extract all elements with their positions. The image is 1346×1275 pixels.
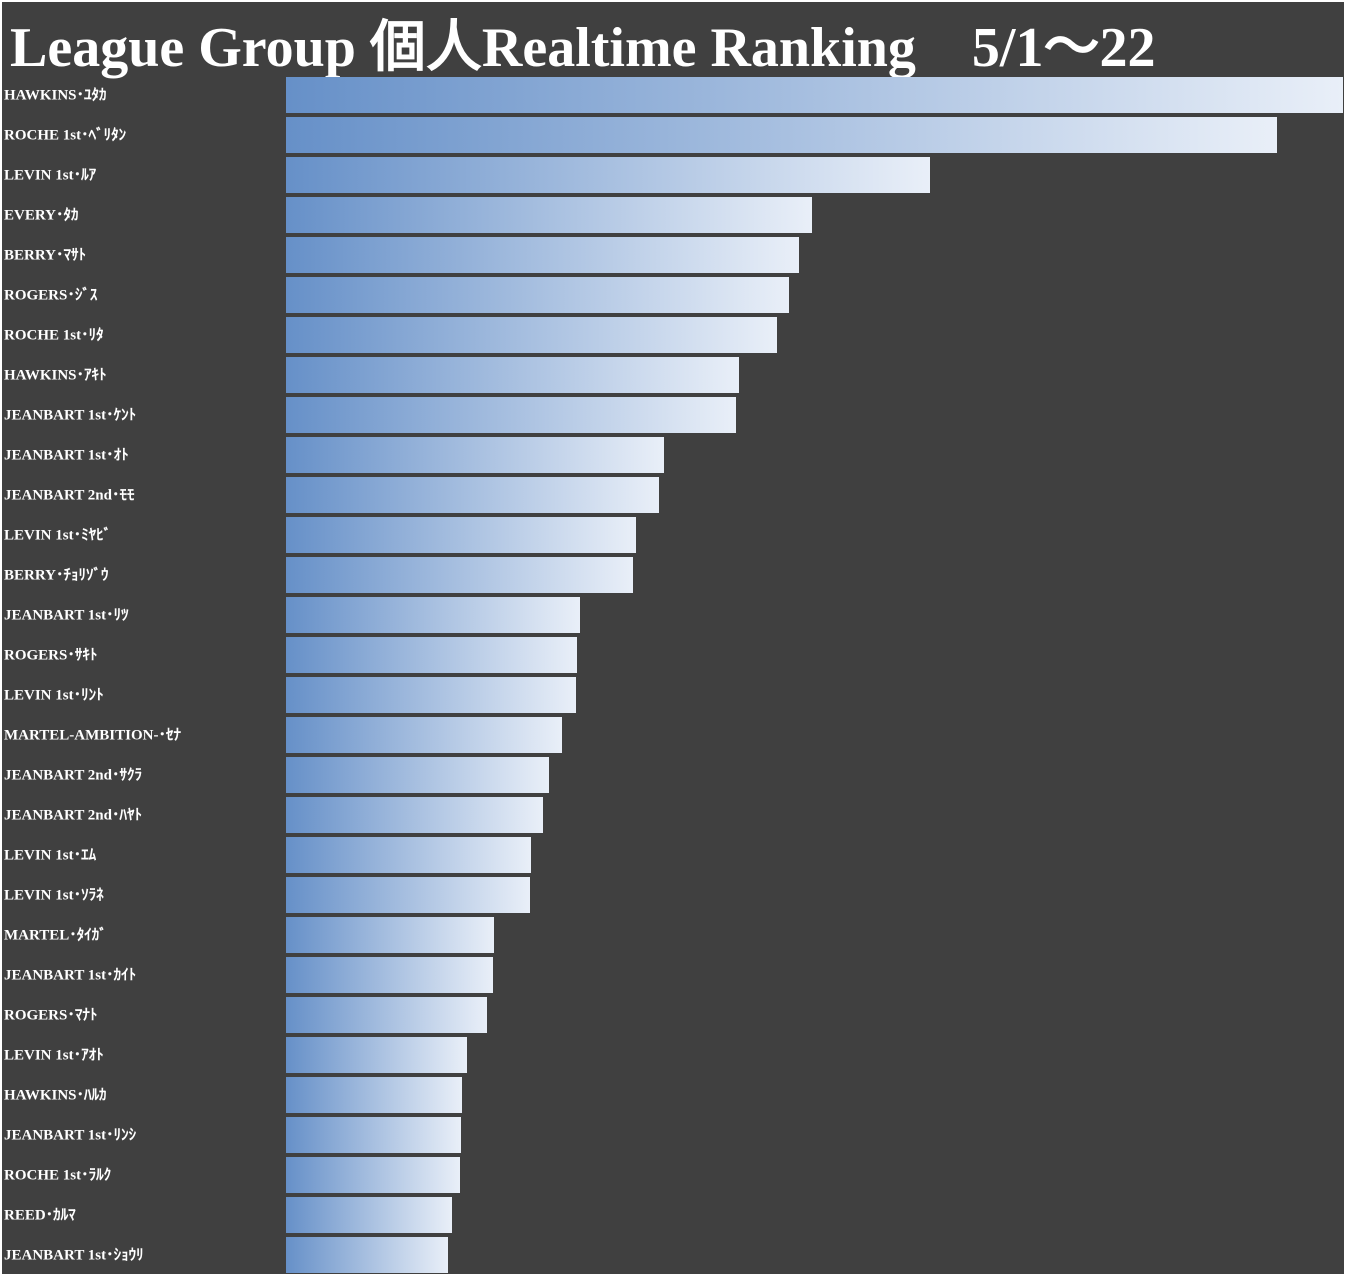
bar [286,557,633,593]
bar [286,117,1277,153]
bar [286,277,789,313]
category-label: MARTEL･ﾀｲｶﾞ [4,925,107,943]
category-label: JEANBART 1st･ｹﾝﾄ [4,406,136,423]
bar [286,1077,462,1113]
chart-title: League Group 個人Realtime Ranking 5/1～22 [10,17,1155,79]
category-label: HAWKINS･ﾕﾀｶ [4,86,107,103]
category-label: HAWKINS･ﾊﾙｶ [4,1086,107,1103]
bar [286,397,736,433]
bar [286,677,576,713]
category-label: ROCHE 1st･ﾗﾙｸ [4,1166,111,1183]
bar [286,1117,461,1153]
bar [286,1237,448,1273]
category-label: BERRY･ﾁｮﾘｿﾞｳ [4,565,109,583]
category-label: LEVIN 1st･ﾘﾝﾄ [4,687,104,703]
category-label: ROCHE 1st･ﾘﾀ [4,326,104,343]
category-label: BERRY･ﾏｻﾄ [4,247,86,263]
bar [286,357,739,393]
bar [286,317,777,353]
category-label: LEVIN 1st･ｴﾑ [4,847,97,863]
category-label: JEANBART 1st･ｶｲﾄ [4,966,136,983]
bar [286,237,799,273]
bar [286,757,549,793]
bar [286,797,543,833]
bar [286,157,930,193]
category-label: JEANBART 1st･ｼｮｳﾘ [4,1246,144,1263]
category-label: LEVIN 1st･ｿﾗﾈ [4,886,104,903]
bar [286,477,659,513]
category-label: ROGERS･ﾏﾅﾄ [4,1007,97,1023]
bar [286,637,577,673]
category-label: HAWKINS･ｱｷﾄ [4,367,107,383]
bar [286,197,812,233]
bar [286,717,562,753]
category-label: LEVIN 1st･ﾙｱ [4,167,97,183]
bar [286,917,494,953]
category-label: EVERY･ﾀｶ [4,206,78,223]
category-label: JEANBART 2nd･ﾓﾓ [4,487,135,503]
category-label: LEVIN 1st･ﾐﾔﾋﾞ [4,525,111,543]
category-label: LEVIN 1st･ｱｵﾄ [4,1046,104,1063]
bar [286,877,530,913]
category-label: ROGERS･ｼﾞｽ [4,285,98,303]
bar [286,1197,452,1233]
category-label: JEANBART 1st･ﾘﾝｼ [4,1127,137,1143]
bar [286,837,531,873]
bar [286,77,1343,113]
category-label: JEANBART 2nd･ｻｸﾗ [4,766,142,783]
bar [286,997,487,1033]
category-label: JEANBART 2nd･ﾊﾔﾄ [4,807,142,823]
category-label: ROGERS･ｻｷﾄ [4,647,97,663]
bar [286,1157,460,1193]
bar [286,517,636,553]
category-label: MARTEL-AMBITION-･ｾﾅ [4,727,181,743]
category-label: JEANBART 1st･ﾘﾂ [4,607,129,623]
bar [286,957,493,993]
bar [286,437,664,473]
bar [286,1037,467,1073]
category-label: JEANBART 1st･ｵﾄ [4,446,129,463]
category-label: REED･ｶﾙﾏ [4,1206,76,1223]
bar [286,597,580,633]
category-label: ROCHE 1st･ﾍﾞﾘﾀﾝ [4,125,127,143]
